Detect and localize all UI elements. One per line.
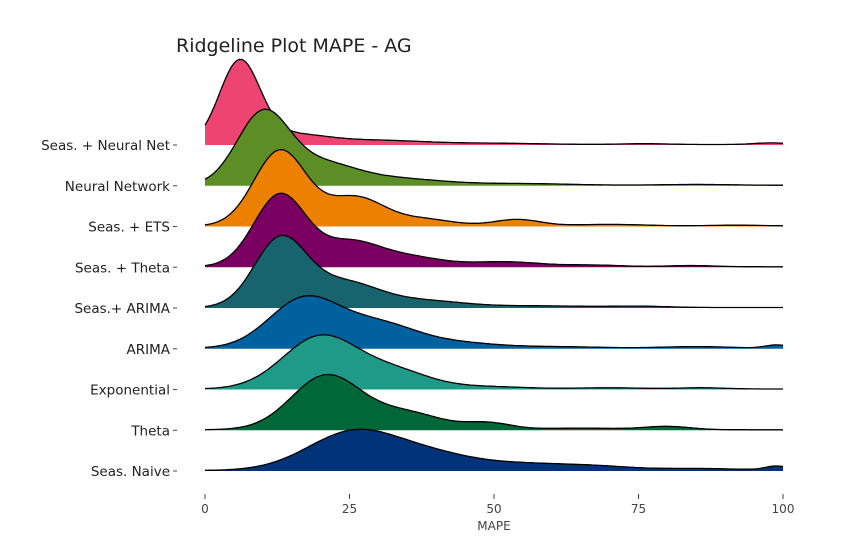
y-label-7: Theta [130, 423, 170, 439]
x-tick-label-2: 50 [486, 502, 501, 516]
y-label-6: Exponential [90, 383, 170, 399]
ridge-fill-2 [205, 149, 783, 227]
ridge-line-6 [204, 334, 783, 390]
ridge-line-1 [204, 108, 783, 186]
ridge-line-5 [204, 295, 784, 349]
y-label-0: Seas. + Neural Net [41, 138, 170, 154]
ridge-fill-5 [205, 295, 783, 349]
x-tick-label-0: 0 [201, 502, 209, 516]
ridges-group [204, 58, 784, 471]
ridge-line-8 [205, 428, 784, 471]
ridge-line-2 [204, 148, 784, 227]
x-tick-label-3: 75 [631, 502, 646, 516]
ridge-fill-6 [205, 334, 783, 390]
ridge-line-4 [204, 234, 783, 309]
y-axis-labels: Seas. + Neural Net Neural Network Seas. + … [41, 138, 177, 480]
ridge-fill-3 [205, 193, 783, 268]
x-tick-label-1: 25 [342, 502, 357, 516]
ridge-fill-7 [205, 374, 783, 431]
ridge-line-3 [204, 192, 783, 268]
x-axis-label: MAPE [477, 519, 510, 533]
y-label-2: Seas. + ETS [88, 220, 170, 236]
x-axis: 0 25 50 75 100 [201, 494, 794, 516]
ridge-line-0 [204, 58, 784, 146]
x-tick-label-4: 100 [772, 502, 795, 516]
y-label-4: Seas.+ ARIMA [74, 301, 170, 317]
chart-title: Ridgeline Plot MAPE - AG [176, 35, 412, 57]
ridge-fill-8 [205, 429, 783, 471]
y-label-5: ARIMA [127, 342, 171, 358]
y-label-8: Seas. Naive [91, 464, 170, 480]
ridge-line-7 [205, 373, 783, 431]
y-label-1: Neural Network [65, 179, 170, 195]
ridge-fill-4 [205, 235, 783, 308]
y-label-3: Seas. + Theta [75, 260, 170, 276]
